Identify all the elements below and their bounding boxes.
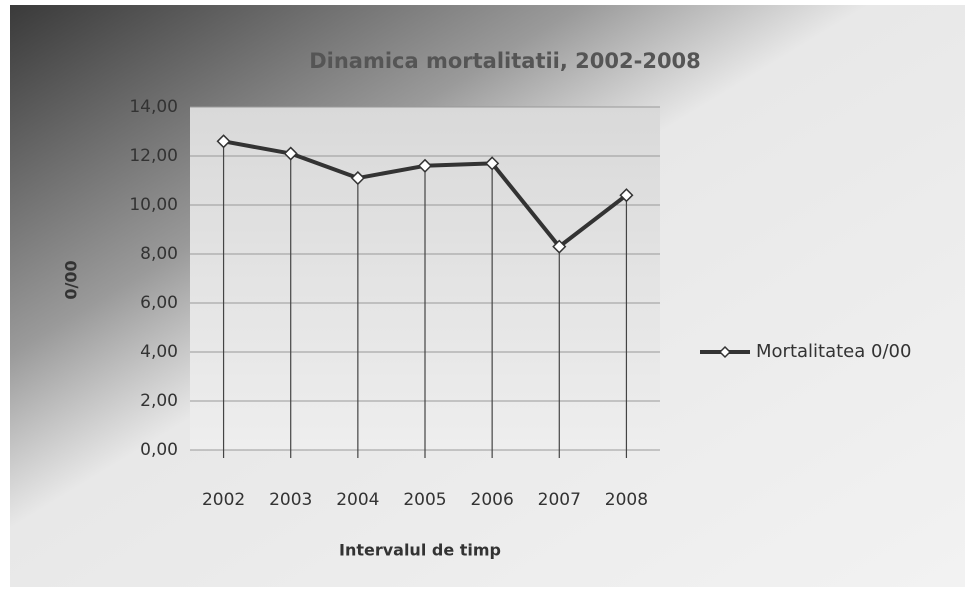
y-tick-label: 0,00: [140, 440, 178, 460]
x-tick-label: 2007: [538, 490, 581, 510]
x-axis-label: Intervalul de timp: [339, 541, 501, 560]
y-tick-label: 12,00: [129, 146, 178, 166]
chart-title: Dinamica mortalitatii, 2002-2008: [309, 49, 701, 73]
x-tick-label: 2003: [269, 490, 312, 510]
x-tick-label: 2002: [202, 490, 245, 510]
data-point: [350, 170, 365, 186]
x-tick-label: 2006: [471, 490, 514, 510]
legend-label: Mortalitatea 0/00: [756, 341, 911, 362]
data-point: [216, 134, 231, 149]
y-tick-label: 10,00: [129, 195, 178, 215]
y-axis-label: 0/00: [62, 260, 81, 299]
y-tick-label: 4,00: [140, 342, 178, 362]
y-tick-label: 2,00: [140, 391, 178, 411]
y-tick-label: 6,00: [140, 293, 178, 313]
y-tick-label: 14,00: [129, 97, 178, 117]
y-tick-label: 8,00: [140, 244, 178, 264]
data-point: [417, 158, 433, 173]
data-point: [283, 146, 298, 161]
x-tick-label: 2005: [403, 490, 446, 510]
legend-marker: [718, 345, 732, 359]
x-tick-label: 2004: [336, 490, 379, 510]
x-tick-label: 2008: [605, 490, 648, 510]
data-point: [619, 188, 634, 203]
data-point: [552, 239, 567, 254]
data-point: [485, 156, 500, 171]
